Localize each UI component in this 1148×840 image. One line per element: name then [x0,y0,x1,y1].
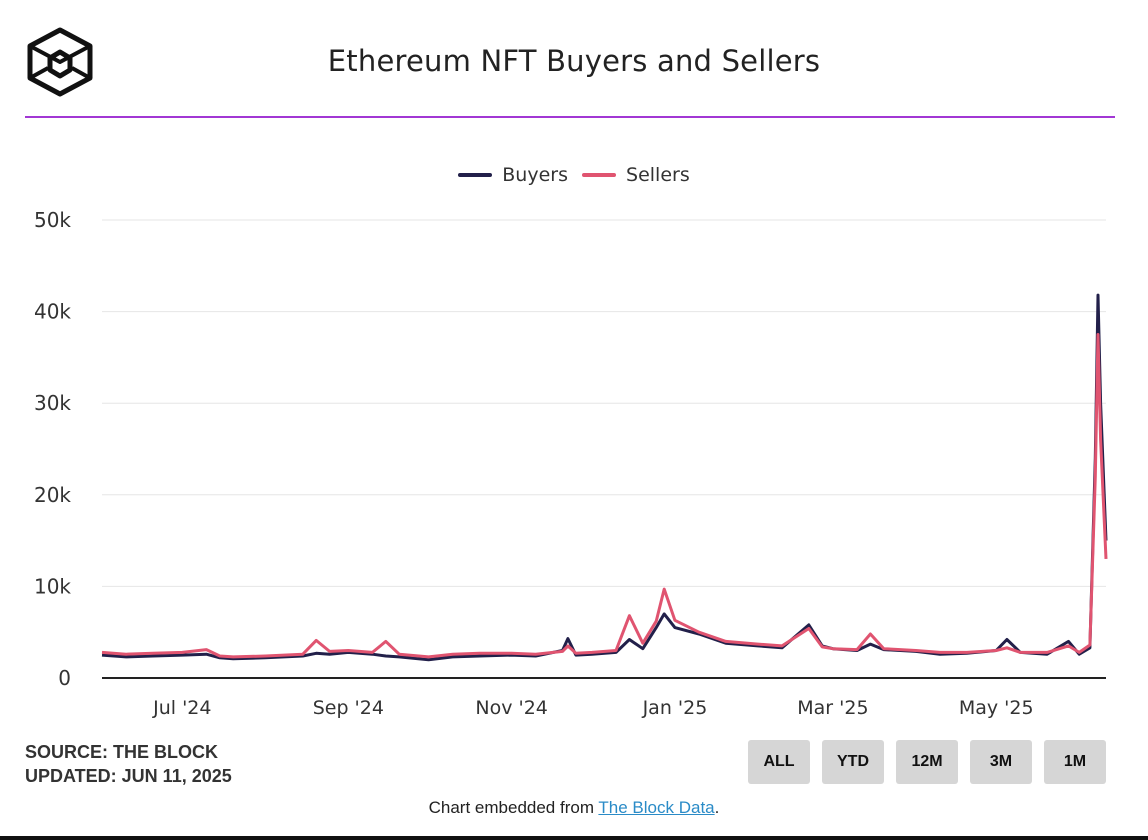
series-lines [101,293,1108,662]
range-button-12m[interactable]: 12M [896,740,958,784]
source-info: SOURCE: THE BLOCK UPDATED: JUN 11, 2025 [25,740,232,788]
legend-swatch-buyers [458,173,493,177]
embed-prefix: Chart embedded from [428,798,599,817]
x-axis: Jul '24 Sep '24 Nov '24 Jan '25 Mar '25 May '… [152,697,1033,719]
range-button-3m[interactable]: 3M [970,740,1032,784]
range-button-1m[interactable]: 1M [1044,740,1106,784]
line-chart: 0 10k 20k 30k 40k 50k Jul '24 Sep '24 Nov '24 Ja… [34,208,1108,719]
legend-item-sellers[interactable]: Sellers [582,164,690,186]
source-label: SOURCE: THE BLOCK [25,742,218,762]
embed-credit: Chart embedded from The Block Data. [0,798,1148,818]
updated-label: UPDATED: JUN 11, 2025 [25,766,232,786]
the-block-logo-icon [27,27,93,97]
the-block-data-link[interactable]: The Block Data [598,798,715,817]
chart-legend: Buyers Sellers [0,160,1148,186]
y-tick-label: 30k [34,391,71,415]
gridlines [102,219,1106,679]
x-tick-label: Jul '24 [152,697,211,719]
x-tick-label: Sep '24 [313,697,384,719]
y-tick-label: 40k [34,300,71,324]
y-tick-label: 50k [34,208,71,232]
x-tick-label: May '25 [959,697,1034,719]
bottom-border [0,836,1148,840]
legend-item-buyers[interactable]: Buyers [458,164,568,186]
series-line-sellers[interactable] [101,333,1108,659]
embed-suffix: . [714,798,720,817]
y-tick-label: 0 [58,666,71,690]
range-button-all[interactable]: ALL [748,740,810,784]
legend-swatch-sellers [582,173,617,177]
legend-label-sellers: Sellers [626,164,690,186]
chart-title: Ethereum NFT Buyers and Sellers [327,44,821,78]
y-tick-label: 20k [34,483,71,507]
y-axis: 0 10k 20k 30k 40k 50k [34,208,71,690]
y-tick-label: 10k [34,574,71,598]
range-selector: ALL YTD 12M 3M 1M [748,740,1106,784]
series-line-buyers[interactable] [101,293,1108,662]
legend-label-buyers: Buyers [502,164,568,186]
x-tick-label: Mar '25 [797,697,868,719]
range-button-ytd[interactable]: YTD [822,740,884,784]
x-tick-label: Jan '25 [642,697,708,719]
x-tick-label: Nov '24 [475,697,548,719]
title-divider [25,116,1115,118]
